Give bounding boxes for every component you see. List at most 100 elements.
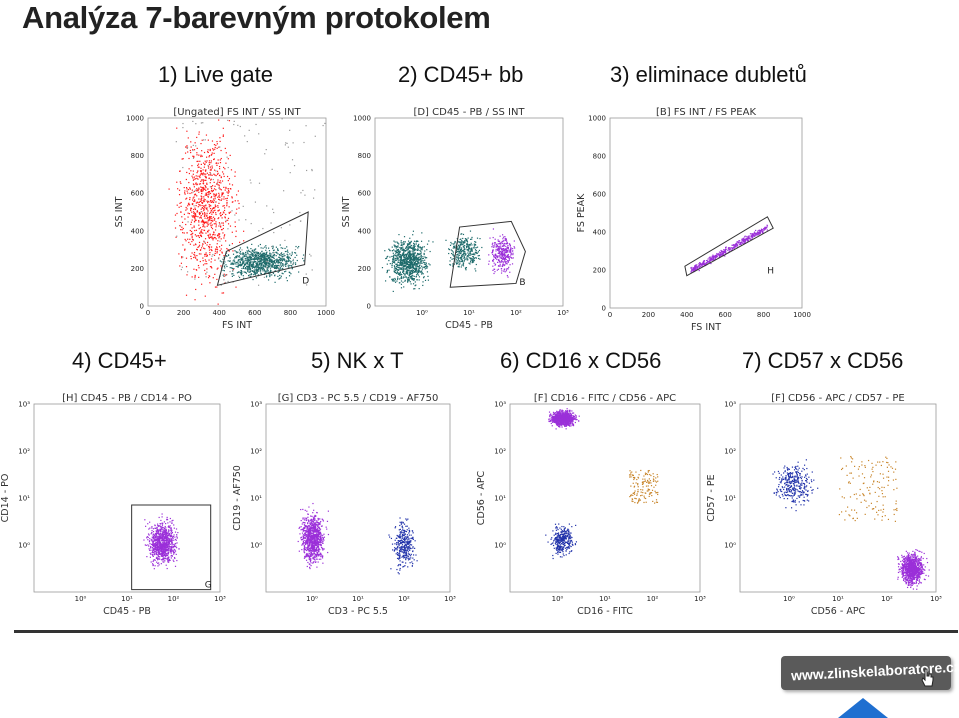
event-point: [238, 258, 240, 261]
event-point: [164, 549, 167, 552]
event-point: [422, 281, 424, 283]
event-point: [244, 268, 246, 270]
event-point: [207, 216, 209, 218]
event-point: [505, 243, 508, 245]
event-point: [164, 536, 166, 539]
event-point: [412, 258, 415, 260]
event-point: [314, 189, 316, 191]
event-point: [305, 542, 307, 544]
event-point: [412, 230, 415, 232]
event-point: [699, 265, 701, 268]
event-point: [167, 559, 169, 561]
event-point: [409, 275, 411, 278]
event-point: [233, 259, 235, 261]
x-tick-label: 600: [719, 311, 732, 319]
event-point: [224, 207, 226, 209]
event-point: [421, 268, 424, 270]
event-point: [165, 539, 167, 541]
event-point: [152, 537, 154, 539]
event-point: [286, 246, 288, 248]
event-point: [265, 252, 267, 255]
event-point: [408, 253, 410, 255]
event-point: [193, 155, 195, 158]
event-point: [212, 201, 214, 204]
event-point: [719, 253, 722, 255]
event-point: [396, 241, 398, 243]
event-point: [206, 217, 208, 220]
event-point: [196, 269, 198, 271]
event-point: [407, 266, 409, 268]
event-point: [403, 264, 405, 267]
gate-label: H: [767, 267, 774, 277]
event-point: [238, 219, 240, 221]
event-point: [248, 256, 250, 258]
event-point: [221, 198, 223, 200]
event-point: [463, 247, 465, 249]
event-point: [193, 212, 196, 214]
event-point: [498, 250, 500, 252]
event-point: [261, 250, 263, 252]
event-point: [196, 258, 198, 261]
event-point: [207, 193, 209, 196]
event-point: [260, 247, 262, 249]
event-point: [281, 259, 283, 261]
event-point: [416, 252, 419, 255]
event-point: [763, 227, 765, 230]
event-point: [254, 251, 256, 253]
event-point: [162, 556, 164, 558]
event-point: [255, 255, 257, 257]
event-point: [205, 215, 208, 217]
event-point: [170, 540, 172, 542]
event-point: [747, 237, 749, 239]
event-point: [161, 513, 163, 515]
x-tick-label: 10²: [510, 309, 522, 317]
event-point: [174, 546, 176, 548]
event-point: [734, 244, 736, 246]
event-point: [765, 226, 767, 228]
event-point: [418, 243, 420, 246]
event-point: [176, 542, 178, 544]
event-point: [203, 241, 205, 243]
event-point: [224, 275, 226, 277]
event-point: [272, 272, 275, 274]
event-point: [232, 270, 234, 272]
event-point: [471, 260, 474, 262]
event-point: [202, 222, 204, 224]
event-point: [183, 213, 186, 215]
event-point: [256, 268, 258, 270]
event-point: [763, 229, 766, 231]
event-point: [218, 184, 220, 186]
event-point: [501, 248, 504, 250]
event-point: [249, 265, 251, 268]
plot-fs-int-peak: [B] FS INT / FS PEAK 0 200 400 600 800 1000 0 20…: [572, 104, 811, 336]
event-point: [248, 129, 250, 131]
event-point: [402, 261, 404, 263]
event-point: [404, 241, 406, 243]
event-point: [200, 249, 202, 251]
event-point: [169, 540, 171, 542]
event-point: [155, 539, 158, 542]
event-point: [402, 276, 405, 278]
event-point: [412, 255, 414, 258]
event-point: [176, 235, 178, 237]
x-tick-label: 10¹: [121, 595, 133, 603]
event-point: [274, 266, 277, 268]
event-point: [210, 160, 213, 162]
event-point: [249, 179, 251, 181]
event-point: [196, 154, 198, 156]
event-point: [293, 262, 295, 264]
event-point: [254, 270, 256, 272]
event-point: [285, 270, 287, 272]
event-point: [416, 249, 418, 251]
event-point: [254, 266, 256, 268]
event-point: [473, 252, 475, 254]
event-point: [215, 221, 217, 223]
event-point: [257, 264, 259, 266]
event-point: [409, 271, 412, 273]
event-point: [249, 276, 251, 278]
event-point: [147, 533, 150, 535]
event-point: [155, 535, 157, 537]
event-point: [265, 245, 267, 247]
event-point: [251, 249, 253, 252]
event-point: [256, 272, 258, 274]
